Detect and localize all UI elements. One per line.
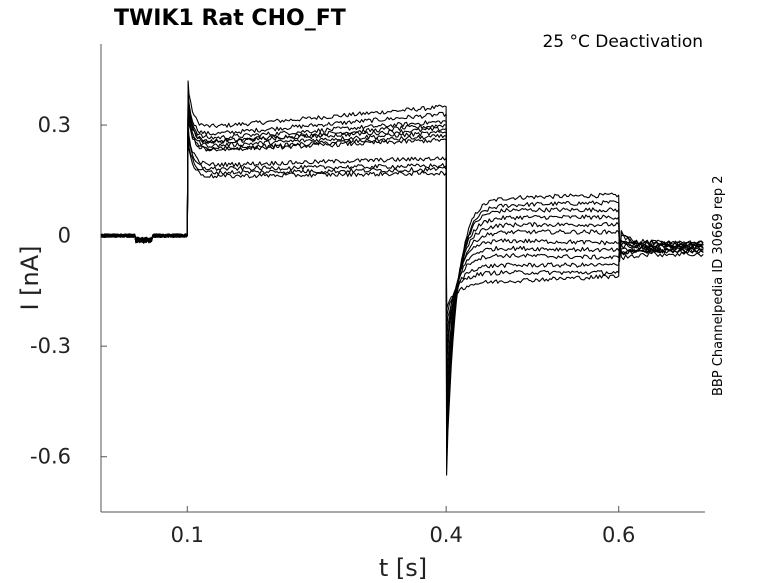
traces (100, 80, 704, 476)
current-trace-6 (100, 106, 704, 384)
y-axis-label: I [nA] (16, 245, 44, 310)
current-trace-2 (100, 91, 704, 458)
current-trace-9 (100, 124, 704, 340)
y-tick-label: -0.3 (30, 334, 71, 358)
current-trace-11 (100, 135, 704, 318)
current-trace-10 (100, 131, 704, 329)
x-tick-label: 0.1 (171, 523, 204, 547)
axes (100, 44, 705, 513)
y-tick-label: 0 (58, 224, 71, 248)
ticks: 0.1 0.4 0.6 0.3 0 -0.3 -0.6 (30, 113, 635, 547)
current-trace-1 (100, 80, 704, 476)
x-axis-label: t [s] (379, 554, 427, 582)
x-tick-label: 0.4 (429, 523, 462, 547)
chart-title: TWIK1 Rat CHO_FT (114, 6, 346, 31)
y-tick-label: 0.3 (38, 113, 71, 137)
current-trace-12 (100, 139, 704, 310)
x-tick-label: 0.6 (602, 523, 635, 547)
y-tick-label: -0.6 (30, 445, 71, 469)
source-note: BBP Channelpedia ID 30669 rep 2 (711, 175, 726, 396)
chart-subtitle: 25 °C Deactivation (542, 32, 703, 52)
